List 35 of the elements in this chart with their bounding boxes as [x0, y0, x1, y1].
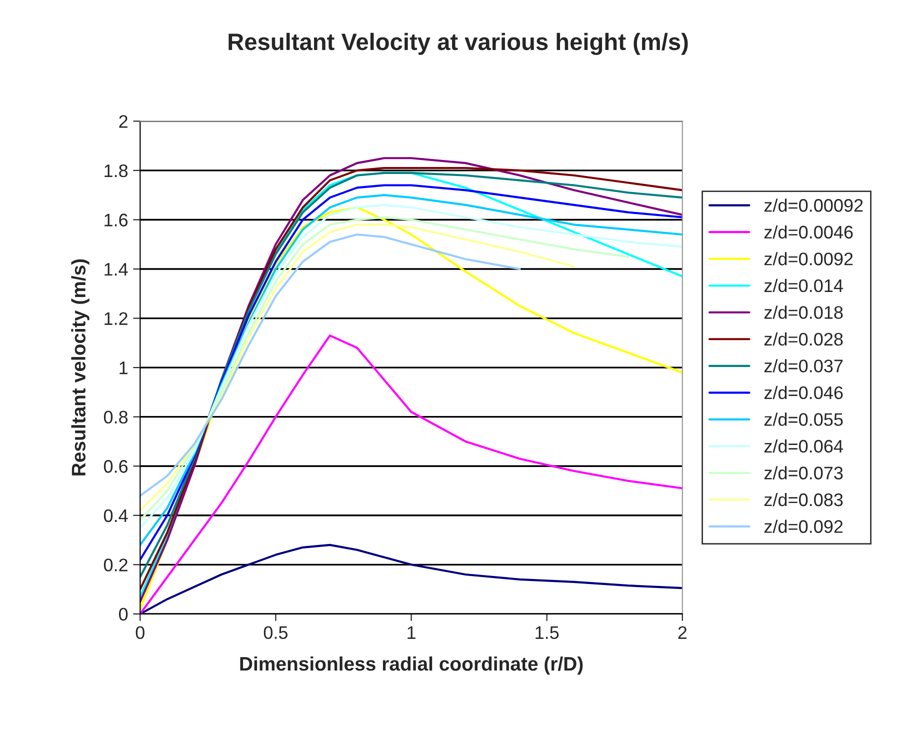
line-series — [140, 233, 521, 497]
y-tick-label: 1.8 — [104, 164, 128, 178]
y-tick-label: 0.4 — [104, 509, 128, 522]
legend-label: z/d=0.055 — [764, 412, 843, 426]
y-axis-title: Resultant velocity (m/s) — [71, 259, 90, 476]
legend-label: z/d=0.018 — [764, 306, 843, 319]
legend-label: z/d=0.083 — [764, 492, 843, 506]
chart-title: Resultant Velocity at various height (m/s) — [228, 32, 688, 55]
x-axis-title: Dimensionless radial coordinate (r/D) — [240, 656, 583, 675]
y-tick-label: 1.6 — [104, 214, 128, 226]
legend-label: z/d=0.073 — [764, 466, 843, 480]
legend-label: z/d=0.064 — [764, 439, 843, 453]
legend-label: z/d=0.0092 — [764, 252, 853, 266]
y-tick-label: 0 — [119, 608, 128, 621]
y-tick-label: 1.4 — [104, 263, 128, 276]
legend-label: z/d=0.014 — [764, 278, 843, 292]
legend-label: z/d=0.0046 — [764, 225, 853, 239]
y-tick-label: 1 — [120, 362, 128, 374]
legend-label: z/d=0.00092 — [764, 198, 863, 212]
y-tick-label: 0.6 — [104, 460, 128, 473]
legend-label: z/d=0.046 — [764, 386, 843, 400]
x-tick-label: 0.5 — [264, 626, 288, 639]
line-series — [140, 224, 576, 512]
x-tick-label: 1 — [408, 626, 416, 639]
line-series — [140, 216, 630, 522]
x-tick-label: 1.5 — [536, 626, 559, 639]
y-tick-label: 0.8 — [104, 410, 128, 424]
y-tick-label: 2 — [119, 115, 128, 128]
y-tick-label: 0.2 — [104, 558, 128, 572]
legend-label: z/d=0.028 — [764, 332, 843, 346]
legend-label: z/d=0.092 — [764, 520, 843, 533]
y-tick-label: 1.2 — [104, 312, 128, 325]
legend-label: z/d=0.037 — [764, 359, 843, 372]
x-tick-label: 0 — [136, 626, 144, 639]
x-tick-label: 2 — [678, 626, 687, 639]
